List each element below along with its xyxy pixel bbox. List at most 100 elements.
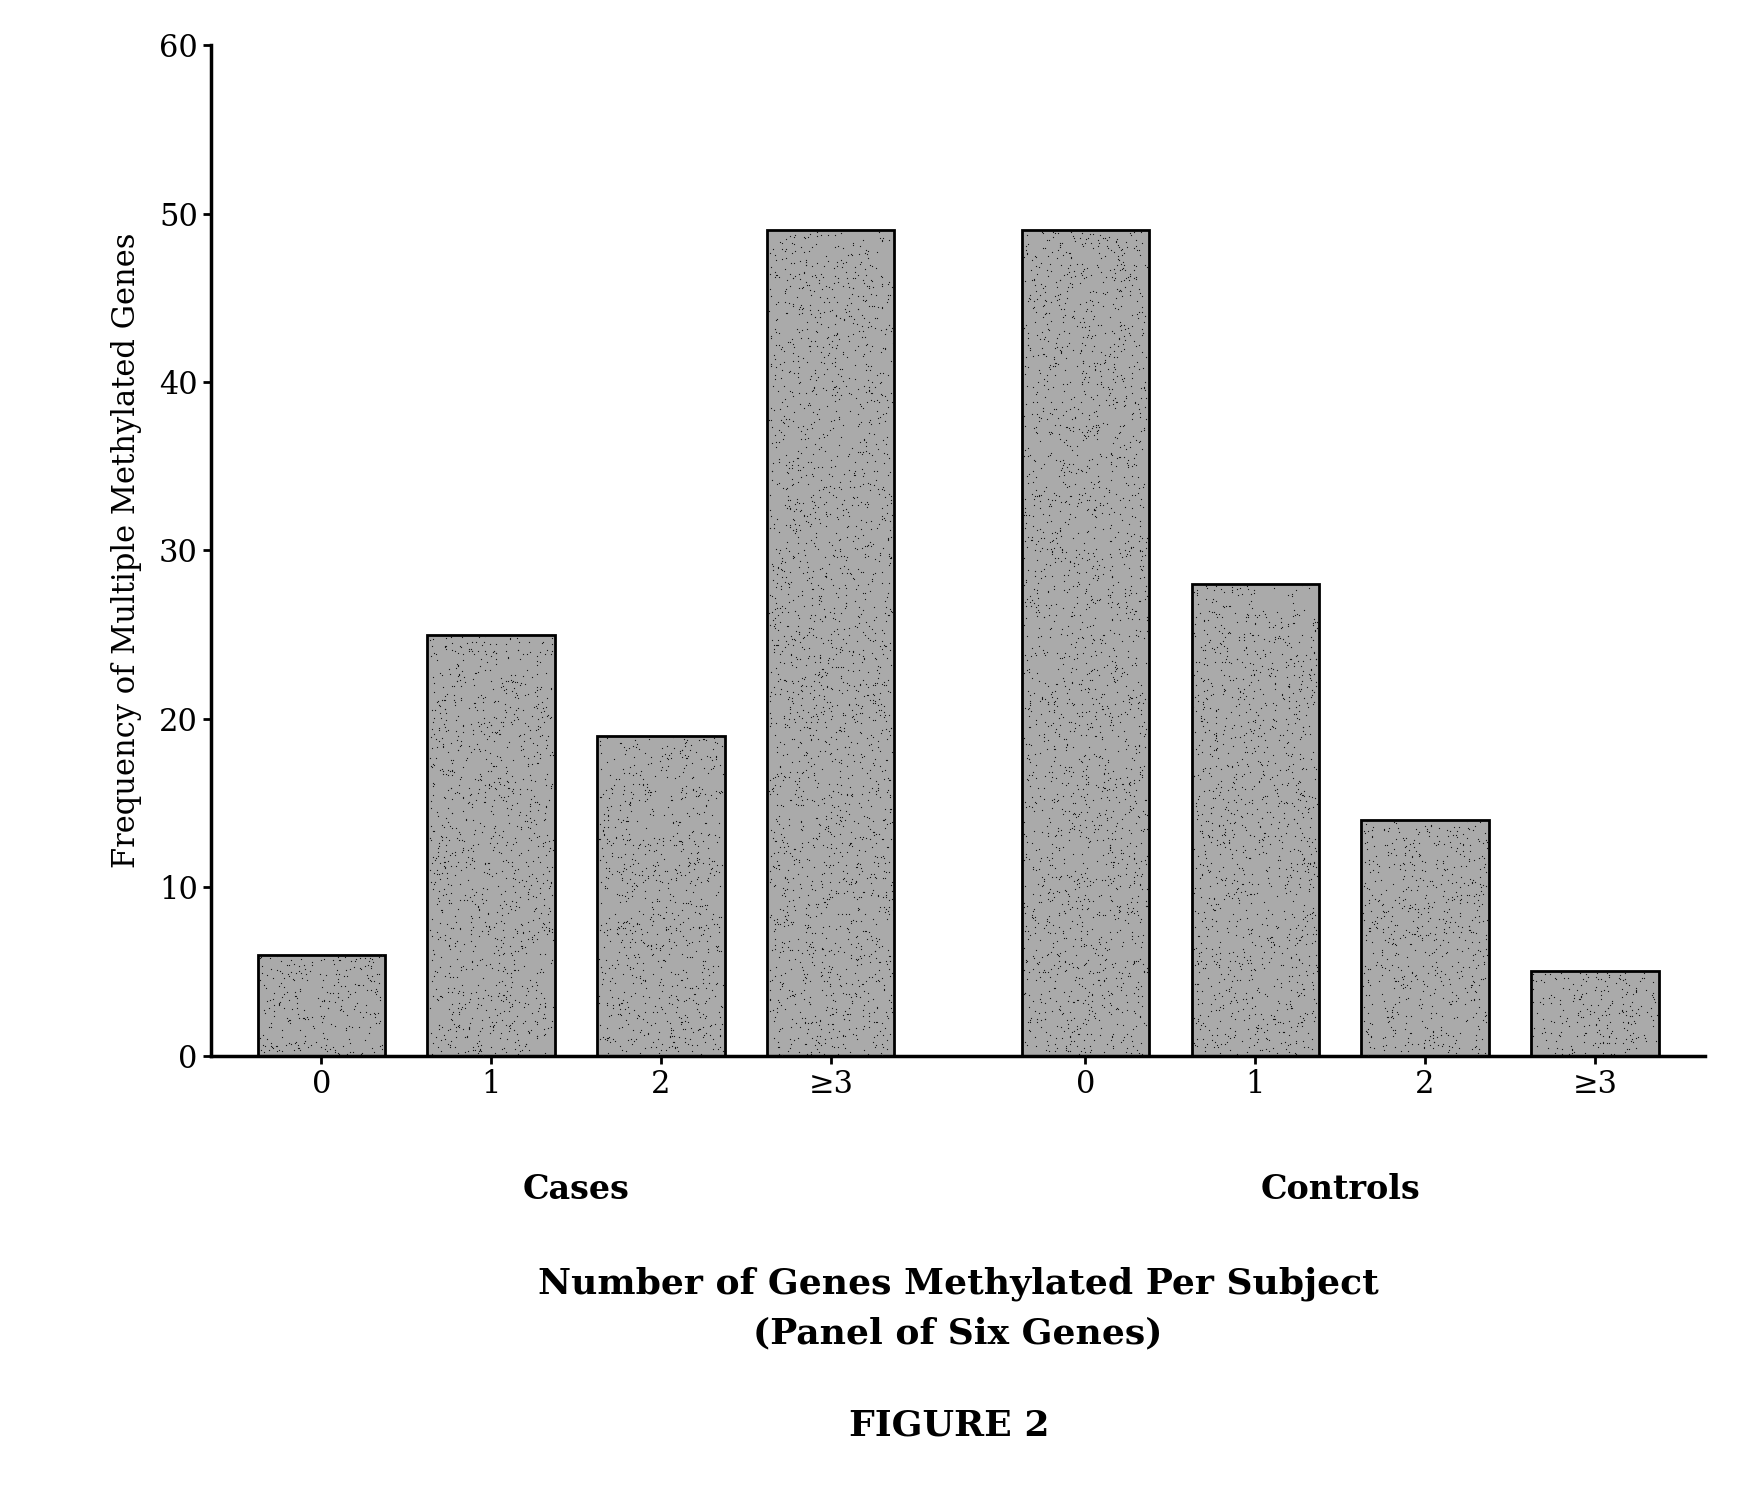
Point [847,410,875,434]
Point [443,1025,471,1050]
Point [845,974,873,998]
Point [654,858,682,882]
Point [536,835,564,860]
Point [510,664,538,688]
Point [703,881,731,905]
Point [604,952,633,976]
Point [770,829,798,854]
Point [1216,1025,1244,1050]
Point [756,979,784,1003]
Point [1114,268,1142,293]
Point [1182,950,1211,974]
Point [849,284,877,308]
Point [1221,694,1249,718]
Point [1072,855,1100,879]
Point [1102,766,1130,790]
Point [768,366,796,391]
Point [1040,550,1068,575]
Point [673,746,701,771]
Point [764,449,792,474]
Point [840,567,868,591]
Point [833,840,861,864]
Point [806,673,835,697]
Point [1225,692,1253,716]
Point [1355,860,1383,884]
Point [1623,1003,1652,1027]
Point [808,872,836,896]
Point [764,229,792,253]
Point [1084,231,1112,255]
Point [1079,742,1107,766]
Point [429,757,457,781]
Point [810,300,838,324]
Point [590,962,618,986]
Point [1421,927,1450,952]
Point [763,596,791,620]
Point [471,998,499,1022]
Point [843,924,871,949]
Point [659,1030,687,1054]
Point [678,819,706,843]
Point [1464,988,1492,1012]
Point [822,321,850,345]
Bar [1530,971,1657,1056]
Point [599,774,627,798]
Point [499,866,527,890]
Point [1272,881,1300,905]
Point [798,878,826,902]
Point [1232,980,1260,1004]
Point [806,959,835,983]
Point [789,504,817,528]
Point [842,887,870,911]
Point [1112,662,1140,686]
Point [801,694,829,718]
Point [812,983,840,1007]
Point [1132,852,1160,876]
Point [780,1027,808,1051]
Point [618,914,647,938]
Point [771,477,799,501]
Point [1059,603,1088,627]
Point [1434,989,1462,1013]
Point [430,688,459,712]
Point [420,721,448,745]
Point [778,265,806,290]
Point [1457,920,1485,944]
Point [1124,804,1153,828]
Point [873,888,901,912]
Point [1024,357,1052,382]
Point [777,956,805,980]
Point [285,1038,313,1062]
Point [1063,1033,1091,1057]
Point [1355,918,1383,942]
Point [1541,967,1569,991]
Point [1114,317,1142,341]
Point [357,968,385,992]
Point [1068,641,1096,665]
Point [332,1042,360,1066]
Point [1370,1025,1399,1050]
Point [1284,927,1312,952]
Point [1105,918,1133,942]
Point [1191,891,1219,915]
Point [1399,831,1427,855]
Point [1038,734,1066,759]
Point [587,786,615,810]
Point [850,544,878,569]
Point [492,769,520,793]
Point [831,712,859,736]
Point [1254,615,1283,639]
Point [1214,828,1242,852]
Point [1404,915,1432,939]
Point [1054,884,1082,908]
Point [1284,1004,1312,1028]
Point [819,988,847,1012]
Point [255,1015,283,1039]
Point [1017,528,1045,552]
Point [826,537,854,561]
Point [761,807,789,831]
Point [1098,553,1126,578]
Point [1228,677,1256,701]
Point [1288,783,1316,807]
Point [671,1025,699,1050]
